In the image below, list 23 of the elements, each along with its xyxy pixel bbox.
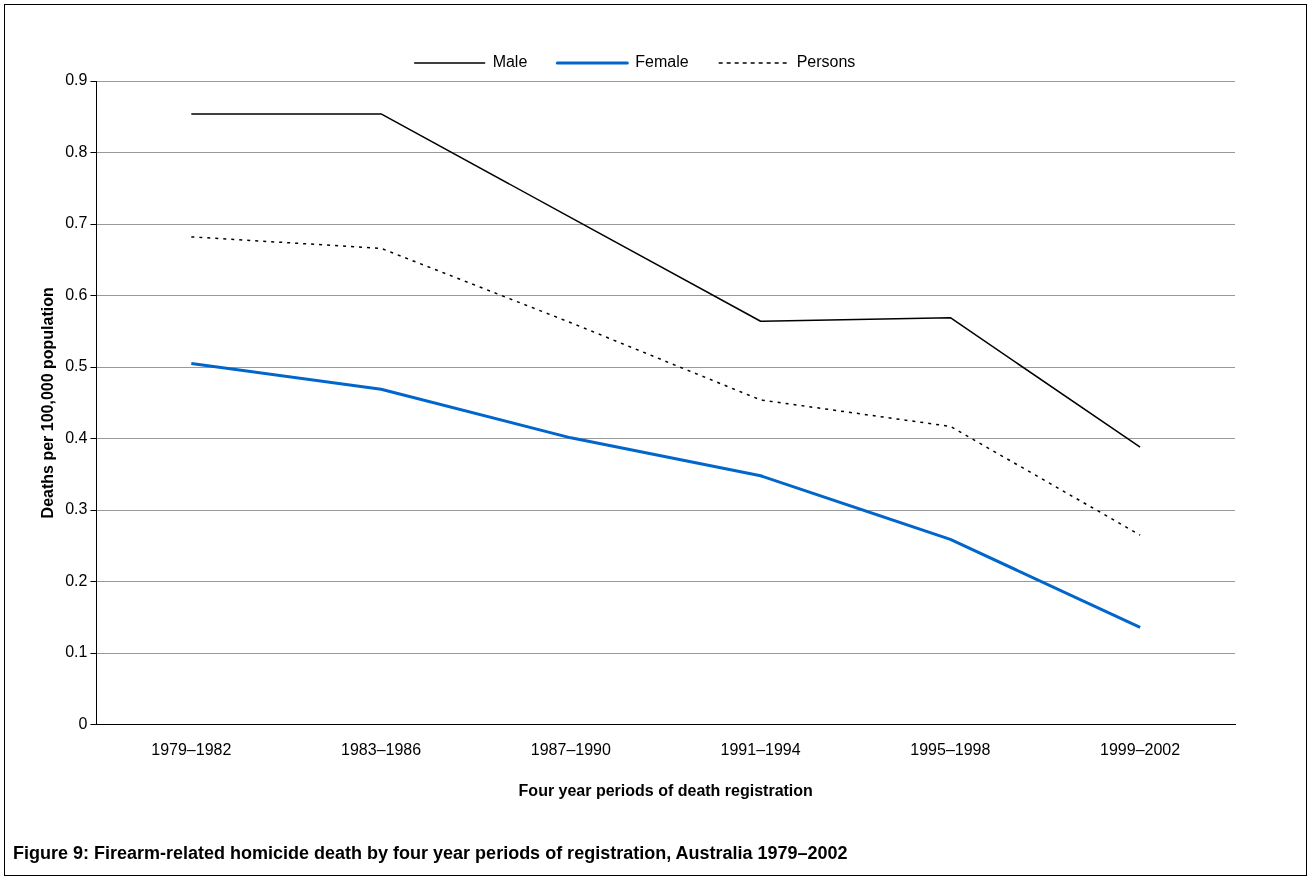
legend-label: Persons bbox=[796, 53, 856, 71]
y-tick-label: 0 bbox=[78, 715, 88, 733]
x-tick-label: 1991–1994 bbox=[720, 740, 801, 758]
x-tick-label: 1979–1982 bbox=[151, 740, 232, 758]
y-tick-label: 0.5 bbox=[65, 357, 88, 375]
x-axis-title: Four year periods of death registration bbox=[518, 781, 813, 799]
y-tick-label: 0.3 bbox=[65, 500, 88, 518]
y-tick-label: 0.7 bbox=[65, 214, 88, 232]
y-tick-label: 0.6 bbox=[65, 285, 88, 303]
x-tick-label: 1999–2002 bbox=[1100, 740, 1181, 758]
y-axis-title: Deaths per 100,000 population bbox=[39, 287, 57, 519]
x-tick-label: 1995–1998 bbox=[910, 740, 991, 758]
line-series bbox=[190, 236, 1141, 536]
x-tick-label: 1983–1986 bbox=[341, 740, 422, 758]
text: Figure 9: Firearm-related homicide death by four year periods of registration, Australia 1979–2002 bbox=[13, 843, 848, 864]
y-tick-label: 0.8 bbox=[65, 142, 88, 160]
y-tick-label: 0.9 bbox=[65, 71, 88, 89]
y-tick-label: 0.1 bbox=[65, 643, 88, 661]
y-tick-label: 0.2 bbox=[65, 571, 88, 589]
legend-label: Female bbox=[635, 53, 689, 71]
x-tick-label: 1987–1990 bbox=[530, 740, 611, 758]
y-tick-label: 0.4 bbox=[65, 428, 88, 446]
legend-label: Male bbox=[492, 53, 528, 71]
